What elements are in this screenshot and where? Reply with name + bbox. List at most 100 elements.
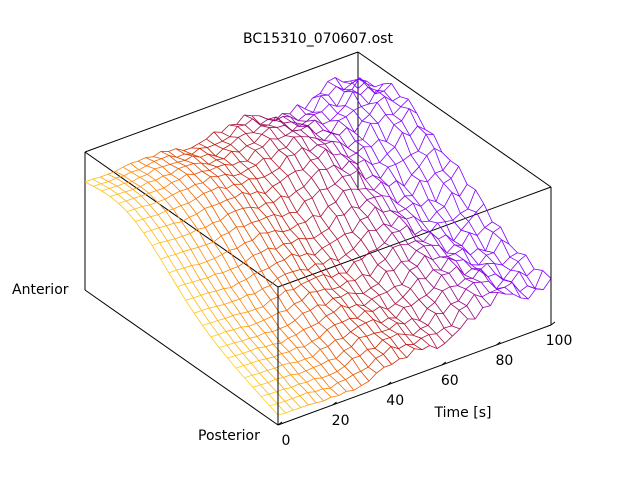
surface-line bbox=[296, 212, 306, 223]
surface-line bbox=[324, 288, 334, 299]
surface-line bbox=[410, 288, 420, 300]
surface-line bbox=[409, 266, 418, 271]
surface-line bbox=[418, 155, 428, 167]
surface-line bbox=[332, 141, 342, 155]
surface-line bbox=[304, 197, 313, 202]
surface-line bbox=[206, 131, 215, 140]
surface-line bbox=[342, 190, 353, 207]
surface-line bbox=[420, 325, 429, 329]
surface-line bbox=[248, 178, 258, 192]
surface-line bbox=[285, 409, 294, 414]
surface-line bbox=[298, 120, 307, 122]
surface-line bbox=[314, 254, 324, 265]
surface-line bbox=[226, 188, 236, 198]
surface-line bbox=[345, 105, 354, 111]
surface-line bbox=[411, 318, 420, 321]
surface-line bbox=[492, 226, 501, 233]
surface-line bbox=[238, 151, 248, 162]
surface-line bbox=[290, 238, 299, 244]
surface-line bbox=[253, 270, 262, 275]
surface-line bbox=[353, 106, 362, 111]
surface-line bbox=[475, 203, 485, 213]
surface-line bbox=[351, 206, 360, 209]
surface-line bbox=[408, 260, 418, 267]
surface-line bbox=[232, 161, 241, 166]
surface-line bbox=[378, 139, 388, 155]
x-tick-mark bbox=[332, 401, 337, 406]
surface-line bbox=[201, 170, 211, 177]
surface-line bbox=[381, 328, 390, 333]
surface-line bbox=[378, 294, 389, 310]
surface-line bbox=[319, 337, 329, 347]
surface-line bbox=[423, 245, 433, 260]
surface-line bbox=[518, 271, 528, 286]
surface-line bbox=[412, 334, 422, 339]
surface-line bbox=[334, 321, 343, 326]
surface-line bbox=[329, 374, 339, 383]
surface-line bbox=[395, 307, 405, 319]
surface-line bbox=[335, 358, 345, 367]
surface-line bbox=[264, 332, 274, 345]
surface-line bbox=[265, 202, 275, 215]
surface-line bbox=[459, 184, 468, 197]
surface-line bbox=[190, 143, 199, 149]
surface-line bbox=[230, 269, 240, 283]
surface-line bbox=[424, 255, 434, 270]
surface-line bbox=[457, 285, 467, 290]
surface-line bbox=[441, 272, 450, 276]
box-edge bbox=[357, 51, 552, 188]
surface-line bbox=[336, 215, 346, 235]
surface-line bbox=[185, 165, 195, 175]
surface-line bbox=[143, 232, 153, 246]
surface-line bbox=[403, 305, 412, 308]
surface-mesh bbox=[84, 77, 552, 416]
surface-line bbox=[125, 189, 134, 193]
surface-line bbox=[321, 374, 330, 379]
surface-line bbox=[306, 252, 315, 256]
surface-line bbox=[325, 148, 334, 156]
surface-line bbox=[308, 280, 318, 292]
surface-line bbox=[219, 199, 228, 204]
surface-line bbox=[405, 202, 414, 210]
surface-line bbox=[247, 149, 256, 162]
surface-line bbox=[223, 148, 232, 152]
surface-line bbox=[297, 358, 306, 363]
surface-line bbox=[332, 141, 341, 143]
surface-line bbox=[151, 242, 160, 246]
surface-line bbox=[214, 258, 224, 273]
surface-line bbox=[352, 91, 362, 107]
surface-line bbox=[300, 280, 309, 285]
surface-line bbox=[251, 374, 261, 386]
surface-line bbox=[434, 172, 444, 184]
surface-line bbox=[394, 286, 404, 298]
surface-line bbox=[465, 288, 475, 295]
surface-line bbox=[298, 238, 307, 240]
surface-line bbox=[285, 136, 295, 148]
surface-line bbox=[207, 277, 217, 292]
surface-line bbox=[410, 278, 419, 289]
surface-line bbox=[313, 364, 322, 368]
surface-line bbox=[196, 208, 205, 215]
surface-line bbox=[423, 244, 432, 247]
surface-line bbox=[312, 215, 321, 217]
surface-line bbox=[527, 285, 536, 290]
surface-line bbox=[306, 253, 316, 265]
surface-line bbox=[238, 282, 248, 296]
surface-line bbox=[180, 202, 189, 206]
surface-line bbox=[442, 290, 452, 305]
surface-line bbox=[339, 280, 348, 288]
surface-line bbox=[168, 151, 178, 158]
surface-line bbox=[260, 252, 270, 269]
surface-line bbox=[204, 205, 213, 209]
surface-line bbox=[253, 125, 262, 133]
surface-line bbox=[282, 364, 292, 376]
surface-line bbox=[218, 331, 227, 335]
surface-line bbox=[404, 334, 414, 345]
surface-line bbox=[183, 265, 192, 269]
surface-line bbox=[174, 235, 183, 240]
surface-line bbox=[349, 318, 359, 327]
surface-line bbox=[198, 143, 208, 148]
surface-line bbox=[280, 195, 289, 198]
surface-line bbox=[442, 303, 452, 314]
